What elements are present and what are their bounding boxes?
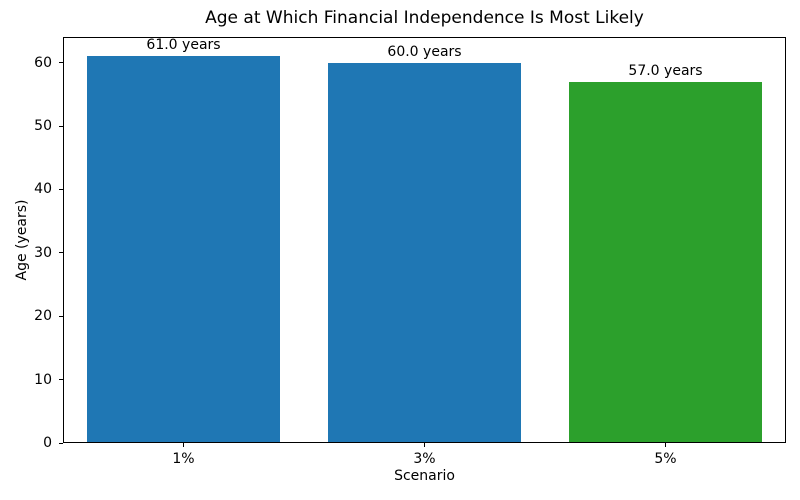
y-tick-mark [59, 62, 63, 64]
y-tick-label: 60 [34, 54, 52, 71]
y-axis-label: Age (years) [14, 199, 30, 281]
y-tick-label: 40 [34, 181, 52, 198]
y-tick-label: 50 [34, 118, 52, 135]
bar-5% [569, 81, 762, 442]
x-tick-mark [183, 443, 184, 447]
bar-value-label: 57.0 years [628, 62, 703, 79]
x-tick-label: 1% [172, 451, 195, 467]
chart-title: Age at Which Financial Independence Is M… [205, 8, 644, 28]
x-tick-label: 3% [413, 451, 436, 467]
y-tick-mark [59, 125, 63, 127]
x-tick-mark [665, 443, 666, 447]
x-tick-label: 5% [654, 451, 677, 467]
y-tick-mark [59, 315, 63, 317]
y-tick-mark [59, 252, 63, 254]
y-tick-mark [59, 442, 63, 444]
x-tick-mark [424, 443, 425, 447]
bar-value-label: 61.0 years [146, 37, 221, 54]
y-tick-label: 10 [34, 371, 52, 388]
y-tick-mark [59, 379, 63, 381]
y-tick-mark [59, 188, 63, 190]
bar-3% [328, 62, 521, 442]
y-tick-label: 30 [34, 244, 52, 261]
y-tick-label: 20 [34, 308, 52, 325]
y-tick-label: 0 [43, 435, 52, 451]
bar-1% [87, 56, 280, 442]
x-axis-label: Scenario [394, 468, 455, 484]
bar-value-label: 60.0 years [387, 43, 462, 60]
